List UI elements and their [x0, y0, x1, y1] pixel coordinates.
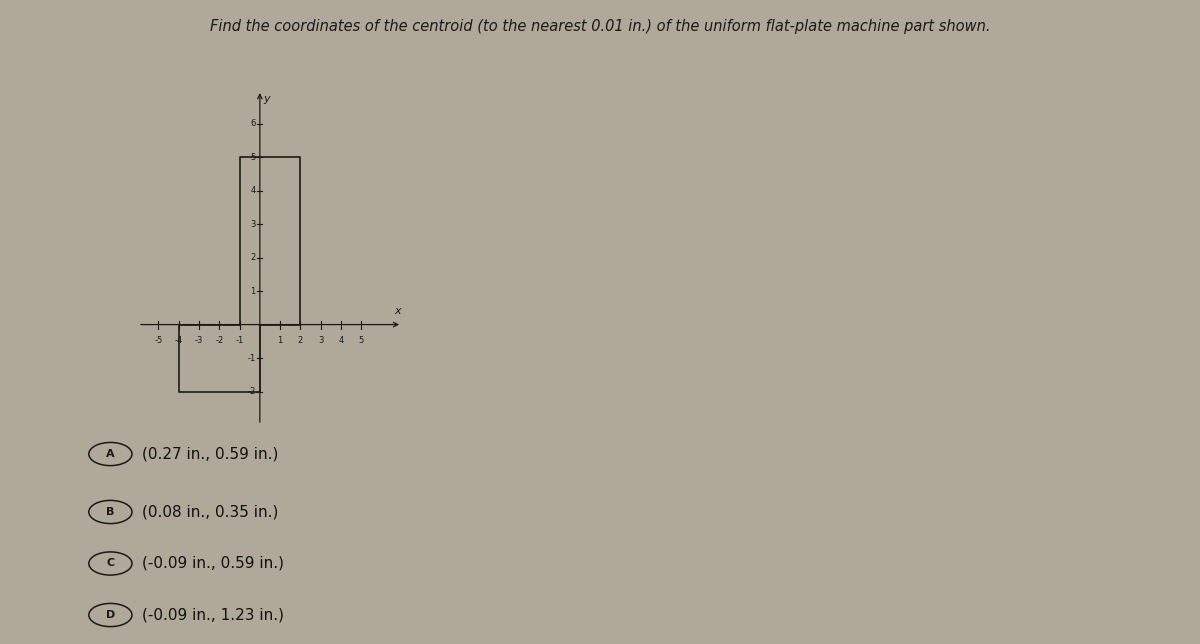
Text: -1: -1 — [235, 336, 244, 345]
Text: A: A — [106, 449, 115, 459]
Text: (-0.09 in., 1.23 in.): (-0.09 in., 1.23 in.) — [142, 607, 283, 623]
Text: Find the coordinates of the centroid (to the nearest 0.01 in.) of the uniform fl: Find the coordinates of the centroid (to… — [210, 19, 990, 34]
Text: 4: 4 — [338, 336, 343, 345]
Text: (0.08 in., 0.35 in.): (0.08 in., 0.35 in.) — [142, 504, 278, 520]
Text: -2: -2 — [247, 387, 256, 396]
Text: (0.27 in., 0.59 in.): (0.27 in., 0.59 in.) — [142, 446, 278, 462]
Text: -3: -3 — [194, 336, 203, 345]
Text: -5: -5 — [154, 336, 162, 345]
Text: -2: -2 — [215, 336, 223, 345]
Text: 6: 6 — [250, 119, 256, 128]
Text: 1: 1 — [250, 287, 256, 296]
Text: -4: -4 — [174, 336, 182, 345]
Text: 2: 2 — [298, 336, 304, 345]
Text: (-0.09 in., 0.59 in.): (-0.09 in., 0.59 in.) — [142, 556, 283, 571]
Text: 3: 3 — [318, 336, 324, 345]
Text: 2: 2 — [250, 253, 256, 262]
Text: 4: 4 — [250, 186, 256, 195]
Text: -1: -1 — [247, 354, 256, 363]
Text: 5: 5 — [359, 336, 364, 345]
Text: 5: 5 — [250, 153, 256, 162]
Text: C: C — [107, 558, 114, 569]
Text: D: D — [106, 610, 115, 620]
Text: 3: 3 — [250, 220, 256, 229]
Text: B: B — [107, 507, 114, 517]
Text: x: x — [395, 306, 401, 316]
Text: 1: 1 — [277, 336, 283, 345]
Text: y: y — [264, 93, 270, 104]
